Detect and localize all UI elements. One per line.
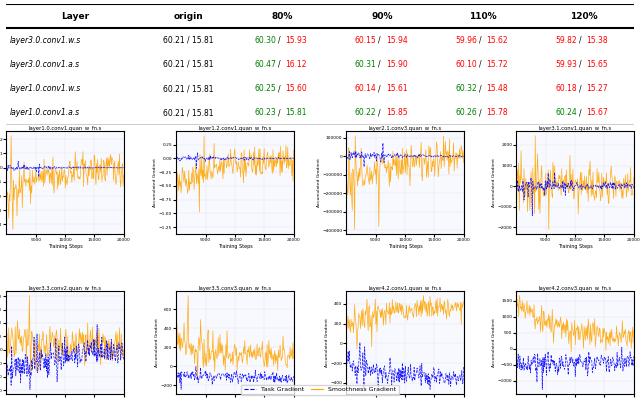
Title: layer2.1.conv3.quan_w_fn.s: layer2.1.conv3.quan_w_fn.s [369,125,442,131]
Text: 15.72: 15.72 [486,60,508,69]
Text: layer3.0.conv1.a.s: layer3.0.conv1.a.s [10,60,79,69]
Text: layer3.0.conv1.w.s: layer3.0.conv1.w.s [10,36,81,45]
Title: layer1.0.conv1.quan_w_fn.s: layer1.0.conv1.quan_w_fn.s [28,125,102,131]
Text: 15.78: 15.78 [486,108,508,117]
Text: 59.93: 59.93 [556,60,577,69]
Text: origin: origin [173,12,203,21]
Y-axis label: Accumulated Gradient: Accumulated Gradient [155,318,159,367]
Text: 60.24: 60.24 [556,108,577,117]
Y-axis label: Accumulated Gradient: Accumulated Gradient [154,158,157,207]
Title: layer3.1.conv1.quan_w_fn.s: layer3.1.conv1.quan_w_fn.s [538,125,612,131]
Text: 59.96: 59.96 [455,36,477,45]
Text: 90%: 90% [372,12,394,21]
Text: 16.12: 16.12 [285,60,307,69]
Text: 60.22: 60.22 [355,108,376,117]
Text: 15.85: 15.85 [386,108,408,117]
Text: /: / [479,84,481,93]
Text: /: / [479,108,481,117]
Text: /: / [579,108,582,117]
Text: layer1.0.conv1.a.s: layer1.0.conv1.a.s [10,108,79,117]
Y-axis label: Accumulated Gradient: Accumulated Gradient [325,318,329,367]
Text: 60.15: 60.15 [355,36,376,45]
Legend: Task Gradient, Smoothness Gradient: Task Gradient, Smoothness Gradient [241,384,399,395]
Text: 15.93: 15.93 [285,36,307,45]
Text: 60.25: 60.25 [254,84,276,93]
Text: /: / [579,60,582,69]
Text: layer1.0.conv1.w.s: layer1.0.conv1.w.s [10,84,81,93]
Text: /: / [479,36,481,45]
Text: 60.47: 60.47 [254,60,276,69]
Text: 15.65: 15.65 [587,60,608,69]
Text: 60.21 / 15.81: 60.21 / 15.81 [163,84,214,93]
Text: 60.26: 60.26 [455,108,477,117]
Text: /: / [378,36,381,45]
Text: 15.27: 15.27 [587,84,608,93]
Text: 60.21 / 15.81: 60.21 / 15.81 [163,36,214,45]
Text: 15.62: 15.62 [486,36,508,45]
Text: 15.60: 15.60 [285,84,307,93]
Text: 60.31: 60.31 [355,60,376,69]
Text: /: / [278,108,280,117]
Text: 60.21 / 15.81: 60.21 / 15.81 [163,60,214,69]
Text: 60.23: 60.23 [254,108,276,117]
Text: /: / [579,36,582,45]
Text: /: / [579,84,582,93]
Text: 80%: 80% [272,12,293,21]
Text: /: / [378,84,381,93]
Title: layer4.2.conv1.quan_w_fn.s: layer4.2.conv1.quan_w_fn.s [368,285,442,291]
Text: /: / [479,60,481,69]
Text: 15.81: 15.81 [285,108,307,117]
X-axis label: Training Steps: Training Steps [557,244,593,249]
Text: 60.10: 60.10 [455,60,477,69]
Text: 60.21 / 15.81: 60.21 / 15.81 [163,108,214,117]
Text: 110%: 110% [469,12,497,21]
Text: 15.67: 15.67 [587,108,608,117]
Text: Layer: Layer [61,12,90,21]
Title: layer3.5.conv3.quan_w_fn.s: layer3.5.conv3.quan_w_fn.s [198,285,271,291]
Text: /: / [278,84,280,93]
Text: 15.38: 15.38 [587,36,608,45]
Y-axis label: Accumulated Gradient: Accumulated Gradient [492,318,496,367]
Text: /: / [278,60,280,69]
Title: layer4.2.conv3.quan_w_fn.s: layer4.2.conv3.quan_w_fn.s [538,285,612,291]
Text: 15.94: 15.94 [386,36,408,45]
Text: 59.82: 59.82 [556,36,577,45]
Text: 60.30: 60.30 [254,36,276,45]
Y-axis label: Accumulated Gradient: Accumulated Gradient [317,158,321,207]
Text: /: / [278,36,280,45]
Text: 120%: 120% [570,12,597,21]
Text: 60.18: 60.18 [556,84,577,93]
Text: 60.14: 60.14 [355,84,376,93]
Title: layer1.2.conv1.quan_w_fn.s: layer1.2.conv1.quan_w_fn.s [198,125,272,131]
Text: /: / [378,108,381,117]
Text: 15.61: 15.61 [386,84,408,93]
X-axis label: Training Steps: Training Steps [388,244,422,249]
Text: /: / [378,60,381,69]
Text: 15.90: 15.90 [386,60,408,69]
X-axis label: Training Steps: Training Steps [218,244,252,249]
Text: 60.32: 60.32 [455,84,477,93]
Title: layer3.3.conv2.quan_w_fn.s: layer3.3.conv2.quan_w_fn.s [28,285,102,291]
Y-axis label: Accumulated Gradient: Accumulated Gradient [492,158,496,207]
Text: 15.48: 15.48 [486,84,508,93]
X-axis label: Training Steps: Training Steps [47,244,83,249]
